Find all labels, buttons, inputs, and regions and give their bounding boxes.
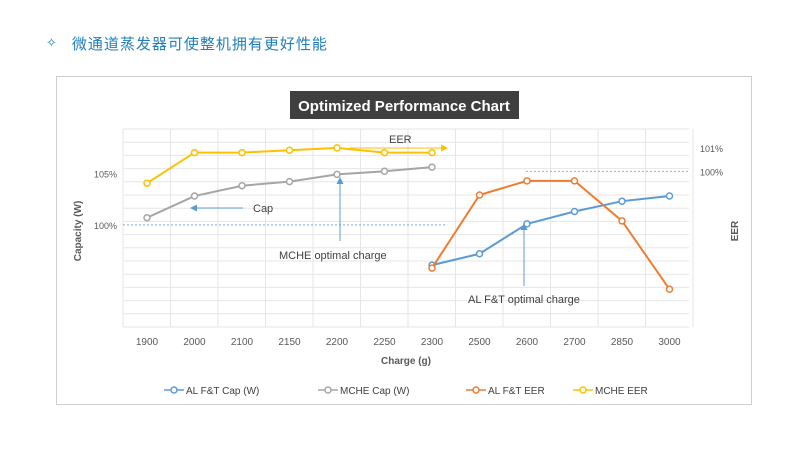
al-f-t-cap-w-point xyxy=(570,207,579,216)
mche-cap-w-point xyxy=(238,181,246,190)
chart-series xyxy=(143,144,674,294)
al-f-t-eer-line xyxy=(431,179,671,290)
y-axis-label-right: EER xyxy=(730,220,741,241)
mche-cap-w-point xyxy=(380,167,389,176)
eer-annotation: EER xyxy=(389,134,412,146)
al-f-t-cap-w-legend-label: AL F&T Cap (W) xyxy=(186,386,259,397)
al-f-t-cap-w-point xyxy=(665,192,674,200)
chart-grid xyxy=(122,128,694,328)
mche-eer-legend-marker xyxy=(579,386,587,394)
al-f-t-cap-w-point xyxy=(523,220,531,228)
al-f-t-cap-w-point xyxy=(475,250,484,258)
al-f-t-eer-point xyxy=(570,177,579,185)
al-f-t-eer-point xyxy=(475,191,484,199)
chart-axes: 1900 2000 2100 2150 2200 2250 2300 2500 2600 2700… xyxy=(94,144,723,348)
al-f-t-cap-w-point xyxy=(618,197,626,205)
page-heading-text: 微通道蒸发器可使整机拥有更好性能 xyxy=(71,35,328,53)
al-f-t-eer-point xyxy=(665,285,674,294)
x-axis-label: Charge (g) xyxy=(381,356,431,367)
mche-eer-point xyxy=(333,144,341,152)
x-tick-label: 2300 xyxy=(421,337,444,348)
reference-lines xyxy=(123,170,689,226)
mche-cap-w-point xyxy=(428,163,436,171)
mche-eer-point xyxy=(143,179,151,187)
y-tick-label-right: 101% xyxy=(700,144,723,154)
x-tick-label: 2600 xyxy=(516,337,539,348)
chart-frame: 1900 2000 2100 2150 2200 2250 2300 2500 2600 2700… xyxy=(56,76,752,405)
mche-optimal-annotation: MCHE optimal charge xyxy=(279,250,387,262)
x-tick-label: 2200 xyxy=(326,337,349,348)
mche-eer-point xyxy=(380,148,389,157)
al-f-t-eer-point xyxy=(428,264,436,272)
mche-cap-w-legend-marker xyxy=(324,386,332,394)
al-f-t-cap-w-line xyxy=(431,195,670,267)
x-tick-label: 1900 xyxy=(136,337,159,348)
chart-title-background xyxy=(290,91,519,119)
x-tick-label: 2850 xyxy=(611,337,634,348)
mche-cap-w-point xyxy=(333,170,341,179)
y-tick-label-left: 105% xyxy=(94,169,117,179)
mche-eer-point xyxy=(285,146,294,154)
chart-title: Optimized Performance Chart xyxy=(298,98,510,115)
al-f-t-eer-legend-marker xyxy=(472,386,480,394)
x-tick-label: 2700 xyxy=(563,337,586,348)
y-axis-label-left: Capacity (W) xyxy=(73,201,84,262)
al-optimal-annotation: AL F&T optimal charge xyxy=(468,294,580,306)
x-tick-label: 2150 xyxy=(278,337,301,348)
cap-annotation: Cap xyxy=(253,203,273,215)
al-f-t-eer-point xyxy=(618,217,626,225)
y-tick-label-right: 100% xyxy=(700,167,723,177)
al-f-t-eer-point xyxy=(523,177,531,185)
performance-chart: 1900 2000 2100 2150 2200 2250 2300 2500 2600 2700… xyxy=(73,91,741,397)
mche-cap-w-point xyxy=(190,192,199,200)
x-tick-label: 3000 xyxy=(658,337,681,348)
x-tick-label: 2100 xyxy=(231,337,254,348)
mche-eer-point xyxy=(428,148,436,157)
al-f-t-cap-w-legend-marker xyxy=(170,386,178,394)
mche-eer-point xyxy=(190,148,199,157)
mche-cap-w-legend-label: MCHE Cap (W) xyxy=(340,386,409,397)
x-tick-label: 2000 xyxy=(183,337,206,348)
x-tick-label: 2500 xyxy=(468,337,491,348)
mche-cap-w-point xyxy=(143,213,151,222)
sparkle-icon: ✧ xyxy=(46,35,58,50)
y-tick-label-left: 100% xyxy=(94,221,117,231)
mche-cap-w-point xyxy=(285,177,294,186)
page-heading: ✧ 微通道蒸发器可使整机拥有更好性能 xyxy=(46,33,328,53)
mche-eer-legend-label: MCHE EER xyxy=(595,386,648,397)
mche-eer-point xyxy=(238,148,246,157)
mche-cap-w-line xyxy=(146,166,433,219)
al-f-t-eer-legend-label: AL F&T EER xyxy=(488,386,545,397)
chart-legend: AL F&T Cap (W) MCHE Cap (W) AL F&T EER MCHE… xyxy=(164,386,648,397)
x-tick-label: 2250 xyxy=(373,337,396,348)
